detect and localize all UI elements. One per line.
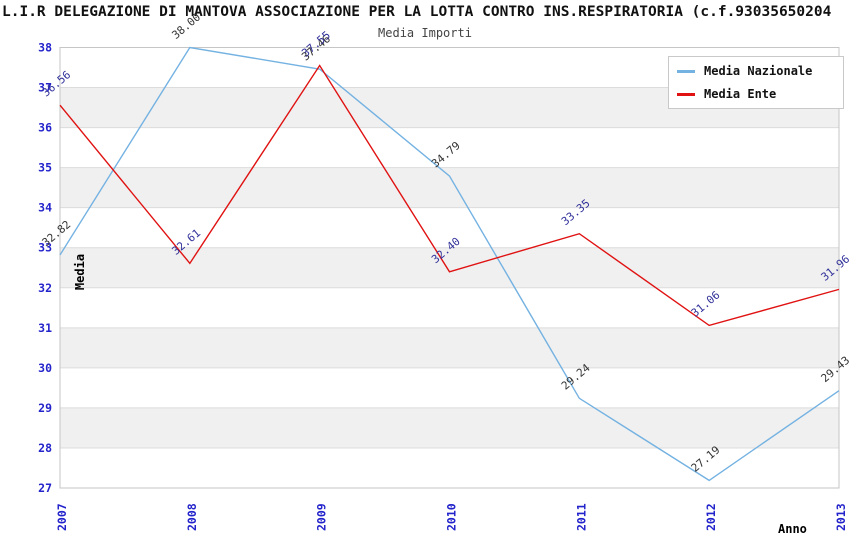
y-tick-label: 33 bbox=[38, 241, 52, 255]
chart-title: L.I.R DELEGAZIONE DI MANTOVA ASSOCIAZION… bbox=[2, 4, 832, 20]
y-tick-label: 36 bbox=[38, 121, 52, 135]
series-line-media-ente bbox=[59, 64, 840, 327]
plot-border bbox=[59, 47, 840, 489]
y-tick-label: 35 bbox=[38, 161, 52, 175]
chart-legend: Media Nazionale Media Ente bbox=[668, 56, 844, 109]
x-axis-title: Anno bbox=[778, 522, 807, 536]
legend-swatch-media-ente bbox=[677, 92, 695, 96]
x-tick-label: 2009 bbox=[315, 503, 329, 531]
x-tick-label: 2012 bbox=[704, 503, 718, 531]
y-tick-label: 27 bbox=[38, 481, 52, 495]
y-tick-label: 31 bbox=[38, 321, 52, 335]
legend-swatch-media-nazionale bbox=[677, 69, 695, 73]
x-tick-label: 2007 bbox=[55, 503, 69, 531]
y-tick-label: 29 bbox=[38, 401, 52, 415]
data-point-label: 38.00 bbox=[169, 11, 203, 42]
y-tick-label: 38 bbox=[38, 41, 52, 55]
x-tick-label: 2008 bbox=[185, 503, 199, 531]
plot-band bbox=[60, 327, 839, 368]
y-tick-label: 32 bbox=[38, 281, 52, 295]
plot-band bbox=[60, 247, 839, 288]
data-point-label: 31.06 bbox=[689, 288, 723, 319]
chart-subtitle: Media Importi bbox=[378, 26, 472, 40]
x-tick-label: 2010 bbox=[445, 503, 459, 531]
y-tick-label: 37 bbox=[38, 81, 52, 95]
legend-label-media-ente: Media Ente bbox=[704, 87, 777, 101]
x-tick-label: 2011 bbox=[574, 503, 588, 531]
y-axis-title: Media bbox=[73, 254, 87, 290]
y-tick-label: 28 bbox=[38, 441, 52, 455]
y-tick-label: 30 bbox=[38, 361, 52, 375]
y-tick-label: 34 bbox=[38, 201, 52, 215]
data-point-label: 32.82 bbox=[40, 218, 74, 249]
plot-band bbox=[60, 167, 839, 208]
data-point-label: 34.79 bbox=[429, 139, 463, 170]
plot-band bbox=[60, 407, 839, 448]
x-tick-label: 2013 bbox=[834, 503, 848, 531]
series-line-media-nazionale bbox=[59, 46, 840, 482]
legend-label-media-nazionale: Media Nazionale bbox=[704, 64, 813, 78]
legend-item-media-nazionale: Media Nazionale bbox=[677, 64, 835, 78]
legend-item-media-ente: Media Ente bbox=[677, 87, 835, 101]
